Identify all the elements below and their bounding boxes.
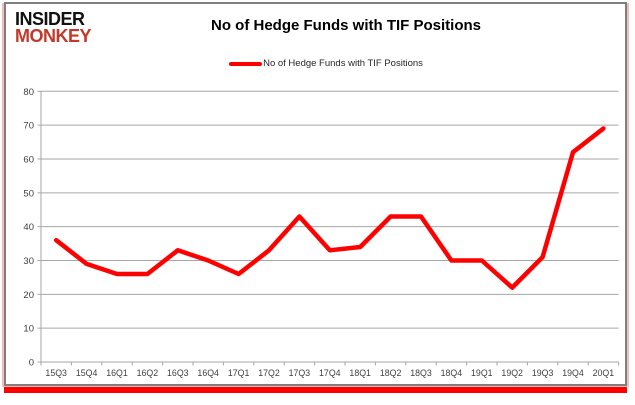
y-axis-label: 80 [23,87,34,98]
x-axis-label: 18Q4 [441,368,463,378]
chart-legend: No of Hedge Funds with TIF Positions [66,58,586,69]
x-axis-label: 19Q1 [471,368,493,378]
y-axis-label: 70 [23,121,34,132]
logo-line-monkey: MONKEY [15,25,92,46]
x-axis-label: 19Q3 [532,368,554,378]
x-axis-label: 15Q4 [76,368,98,378]
y-axis-label: 30 [23,256,34,267]
y-axis-label: 0 [29,358,34,369]
x-axis-label: 17Q3 [289,368,311,378]
x-axis-label: 16Q3 [167,368,189,378]
x-axis-label: 19Q2 [501,368,523,378]
x-axis-label: 16Q4 [197,368,219,378]
series-line [53,126,606,290]
x-axis-label: 16Q2 [137,368,159,378]
legend-series-label: No of Hedge Funds with TIF Positions [263,58,423,69]
y-axis-label: 60 [23,154,34,165]
x-axis-label: 17Q1 [228,368,250,378]
x-axis-label: 16Q1 [106,368,128,378]
legend-line-swatch [229,61,263,66]
x-axis-label: 17Q2 [258,368,280,378]
x-axis-label: 18Q1 [349,368,371,378]
logo-line-insider: INSIDER [15,9,85,29]
x-axis-label: 17Q4 [319,368,341,378]
x-axis-label: 15Q3 [45,368,67,378]
y-axis-label: 50 [23,188,34,199]
x-axis-label: 20Q1 [593,368,615,378]
y-axis-label: 40 [23,222,34,233]
chart-card: INSIDER MONKEY No of Hedge Funds with TI… [4,2,627,386]
x-axis-label: 19Q4 [562,368,584,378]
x-axis-label: 18Q2 [380,368,402,378]
line-chart: 0 10 20 30 40 50 60 70 80 15Q3 15Q4 16Q1 16Q2 16Q3 16Q… [23,87,620,378]
y-axis-label: 10 [23,324,34,335]
chart-title: No of Hedge Funds with TIF Positions [211,17,481,34]
insider-monkey-logo: INSIDER MONKEY [15,9,92,46]
x-axis-label: 18Q3 [410,368,432,378]
y-axis-label: 20 [23,290,34,301]
